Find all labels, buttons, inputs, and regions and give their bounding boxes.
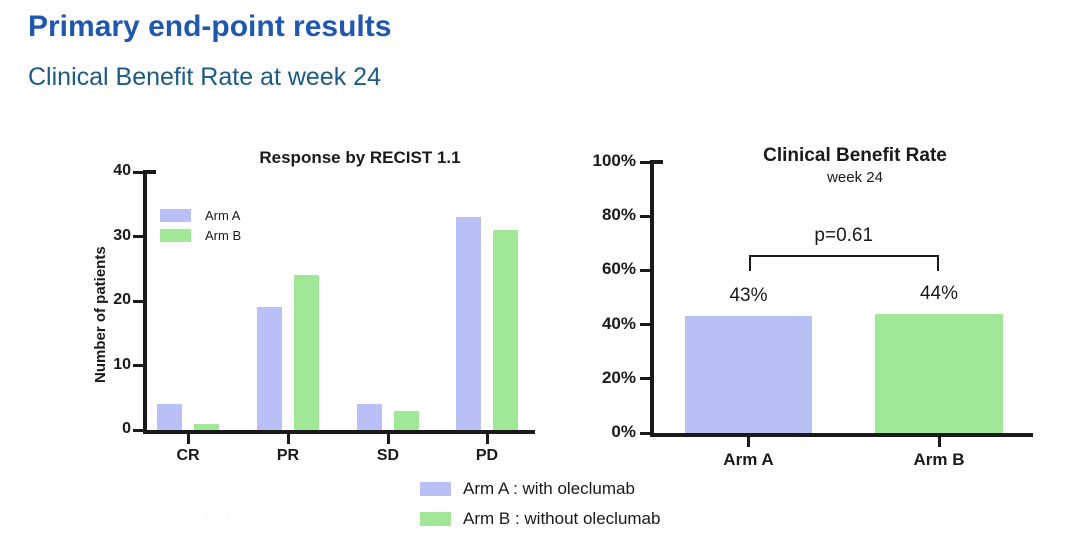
y-axis [650,160,654,437]
arm-a-swatch [420,482,451,496]
x-category-label: PD [475,447,499,464]
bar-arm-a [685,316,812,433]
recist-response-chart: Response by RECIST 1.1 Number of patient… [90,140,550,480]
recist-legend-item-arm-b: Arm B [160,228,241,243]
y-tick [133,299,143,303]
y-tick-label: 40 [113,162,131,179]
y-tick-label: 20% [601,367,636,387]
x-tick [386,434,390,444]
x-tick [186,434,190,444]
legend-label-arm-b: Arm B : without oleclumab [463,509,661,528]
y-axis-top-cap [147,170,156,174]
x-category-label: PR [276,447,300,464]
x-axis [650,433,1033,437]
recist-legend-item-arm-a: Arm A [160,208,241,223]
arm-b-swatch [160,229,191,242]
y-axis [143,170,147,434]
y-tick-label: 40% [601,313,636,333]
y-tick [640,268,650,272]
arm-b-swatch [420,512,451,526]
bar-pd-arm-a [456,217,481,430]
y-tick-label: 80% [601,205,636,225]
footer-marks: · · · · · · · · [165,512,243,519]
y-tick-label: 0% [611,422,636,441]
x-category-label: Arm A [723,450,774,469]
bar-pr-arm-a [257,307,282,430]
y-tick [133,235,143,238]
y-axis-top-cap [654,160,663,164]
y-tick [133,428,143,432]
bar-cr-arm-a [157,404,182,430]
y-tick-label: 30 [113,226,131,244]
y-tick [640,160,650,164]
x-tick [485,434,489,444]
x-tick [286,434,290,444]
cbr-chart-title: Clinical Benefit Rate [763,145,947,166]
x-axis [143,430,535,434]
arm-a-swatch [160,209,191,222]
bar-sd-arm-b [394,410,419,430]
cbr-plot-area: 0% 20% 40% 60% 80% 100% 43% Arm A 44% Arm B p=0.61 [570,140,1070,485]
recist-chart-title: Response by RECIST 1.1 [259,148,461,167]
cbr-chart-subtitle: week 24 [827,169,883,186]
bar-cr-arm-b [194,423,219,430]
y-tick [640,431,650,435]
arm-a-label: Arm A [205,208,241,223]
y-tick [640,377,650,381]
x-tick [937,437,941,447]
y-tick-label: 0 [122,420,131,437]
recist-legend: Arm A Arm B [160,208,241,248]
x-category-label: CR [176,447,200,464]
chart-legend: Arm A : with oleclumab Arm B : without o… [420,479,660,539]
legend-item-arm-a: Arm A : with oleclumab [420,479,660,499]
y-tick [133,170,143,174]
bar-value-label: 43% [729,285,768,307]
y-tick-label: 60% [601,259,636,279]
y-tick [640,323,650,327]
bar-arm-b [875,313,1003,433]
y-tick [133,364,143,367]
x-tick [747,437,750,447]
x-category-label: Arm B [913,450,965,469]
bar-pd-arm-b [493,230,518,430]
legend-item-arm-b: Arm B : without oleclumab [420,509,660,529]
recist-plot-area: 0 10 20 30 40 CR PR SD PD [90,140,550,480]
y-tick-label: 20 [113,291,131,308]
bar-sd-arm-a [357,404,382,430]
y-tick [640,214,650,218]
y-tick-label: 100% [592,151,636,170]
page-subtitle: Clinical Benefit Rate at week 24 [28,63,381,91]
arm-b-label: Arm B [205,228,242,243]
p-value-label: p=0.61 [814,225,874,246]
bar-value-label: 44% [919,282,959,304]
legend-label-arm-a: Arm A : with oleclumab [463,479,635,498]
y-tick-label: 10 [113,355,131,373]
clinical-benefit-chart: Clinical Benefit Rate week 24 0% 20% 40% 60… [570,140,1070,485]
significance-bracket [748,255,939,271]
x-category-label: SD [376,447,400,464]
page-title: Primary end-point results [28,10,392,43]
bar-pr-arm-b [294,275,319,430]
